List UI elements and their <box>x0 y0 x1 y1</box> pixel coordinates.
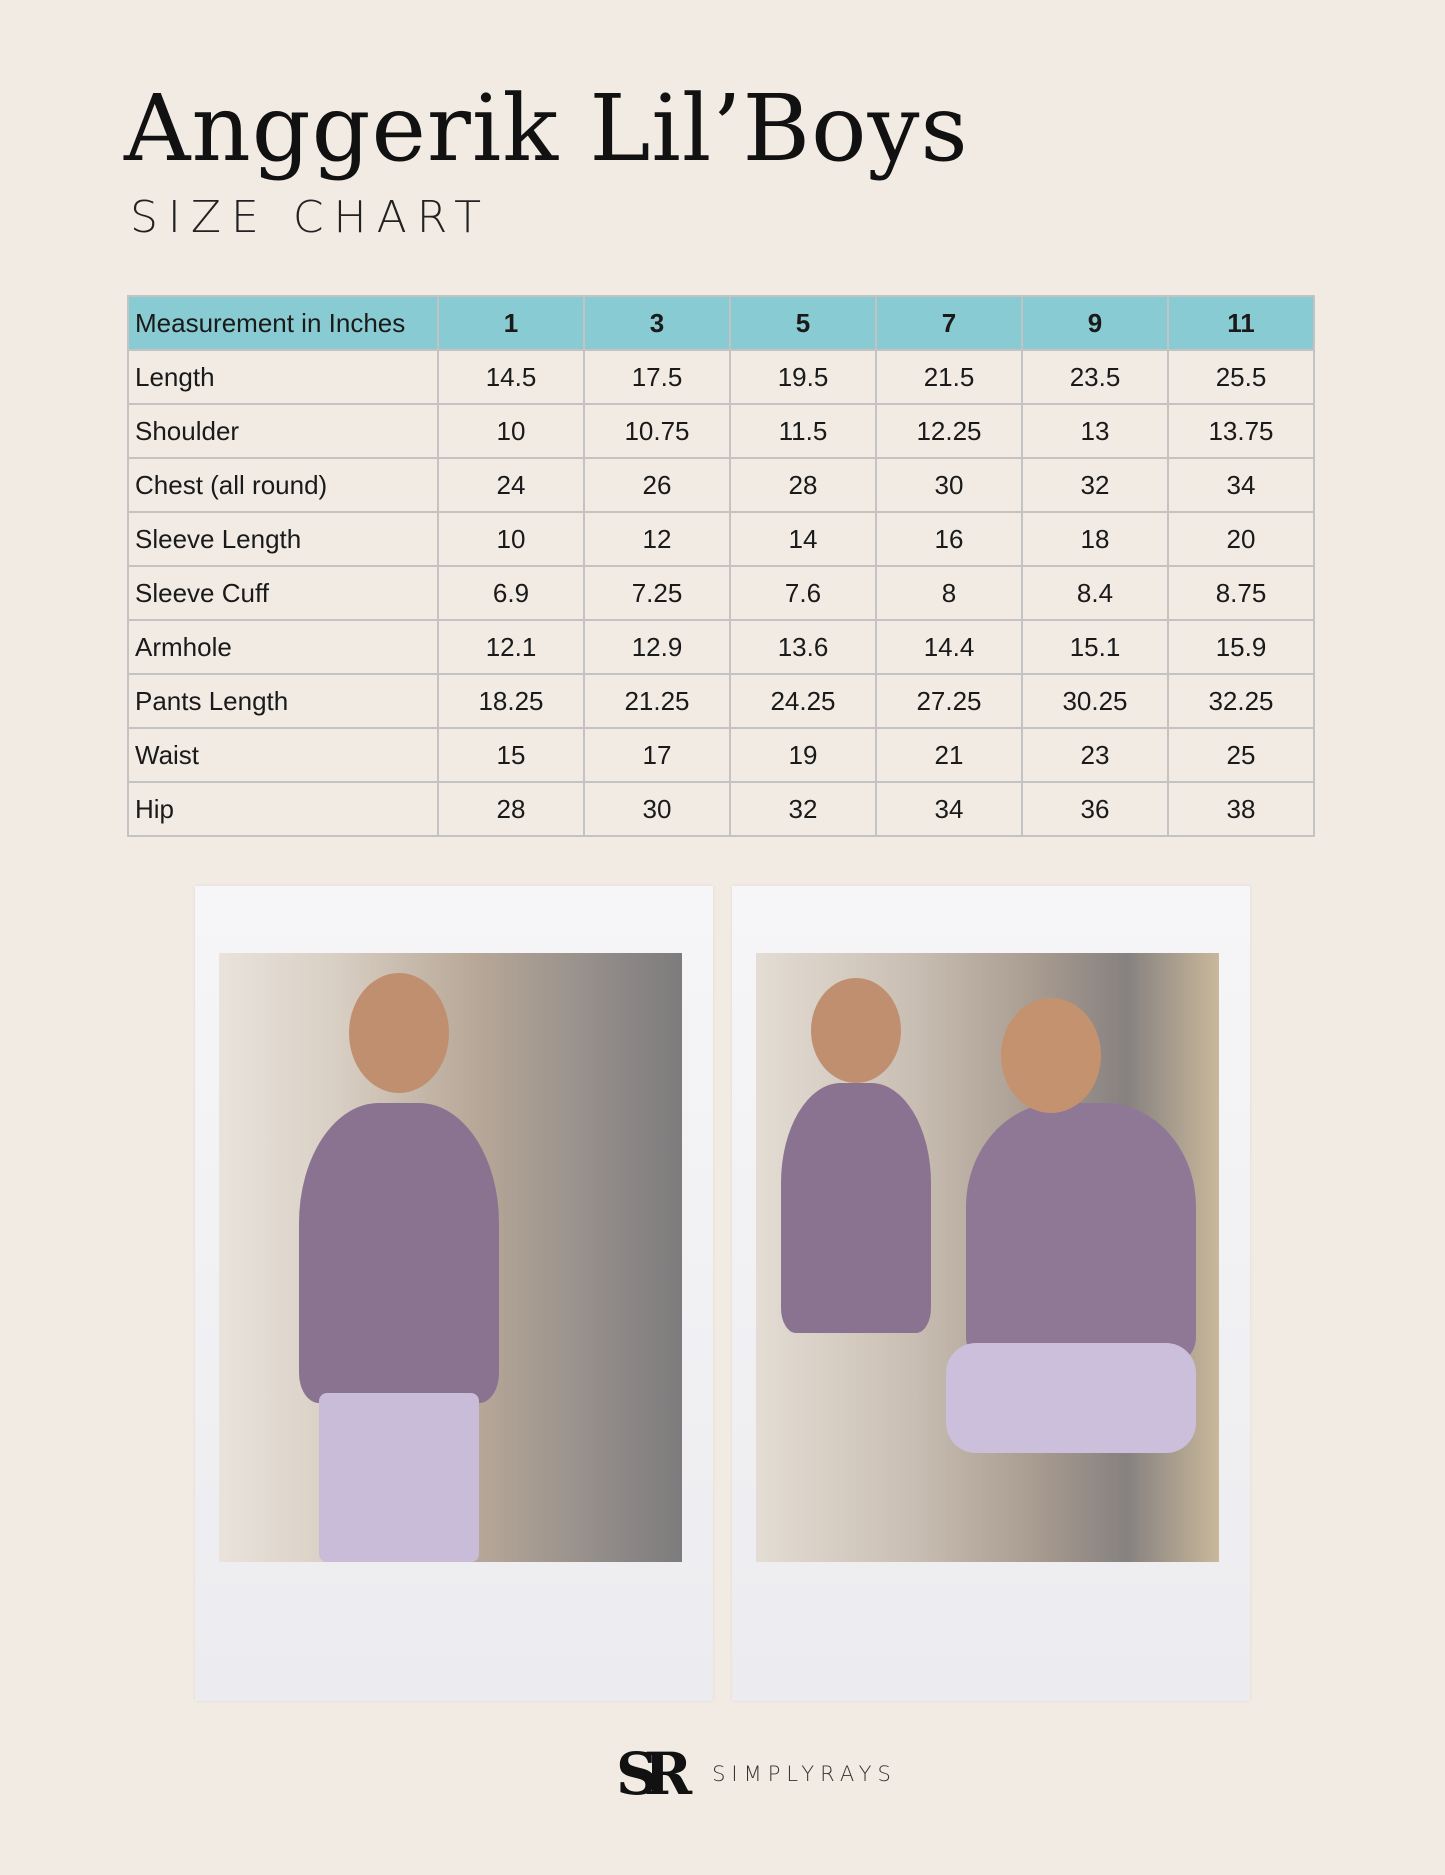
table-row: Sleeve Length 10 12 14 16 18 20 <box>127 511 1315 567</box>
row-label: Shoulder <box>127 403 439 459</box>
cell-value: 38 <box>1167 781 1315 837</box>
cell-value: 7.6 <box>729 565 877 621</box>
header-size: 5 <box>729 295 877 351</box>
header-size: 11 <box>1167 295 1315 351</box>
cell-value: 34 <box>875 781 1023 837</box>
table-row: Shoulder 10 10.75 11.5 12.25 13 13.75 <box>127 403 1315 459</box>
photo-boy-and-man <box>756 953 1219 1562</box>
cell-value: 32 <box>1021 457 1169 513</box>
cell-value: 17 <box>583 727 731 783</box>
brand-logo: SR SIMPLYRAYS <box>616 1740 897 1808</box>
header-size: 7 <box>875 295 1023 351</box>
cell-value: 30.25 <box>1021 673 1169 729</box>
table-row: Hip 28 30 32 34 36 38 <box>127 781 1315 837</box>
cell-value: 25 <box>1167 727 1315 783</box>
cell-value: 8.75 <box>1167 565 1315 621</box>
row-label: Hip <box>127 781 439 837</box>
cell-value: 16 <box>875 511 1023 567</box>
table-header-row: Measurement in Inches 1 3 5 7 9 11 <box>127 295 1315 351</box>
cell-value: 28 <box>437 781 585 837</box>
cell-value: 34 <box>1167 457 1315 513</box>
cell-value: 13.6 <box>729 619 877 675</box>
table-row: Waist 15 17 19 21 23 25 <box>127 727 1315 783</box>
row-label: Armhole <box>127 619 439 675</box>
row-label: Sleeve Length <box>127 511 439 567</box>
cell-value: 6.9 <box>437 565 585 621</box>
photo-boy-standing <box>219 953 682 1562</box>
header-size: 9 <box>1021 295 1169 351</box>
size-chart-table: Measurement in Inches 1 3 5 7 9 11 Length 14.5 1… <box>127 295 1315 837</box>
cell-value: 15.1 <box>1021 619 1169 675</box>
cell-value: 24.25 <box>729 673 877 729</box>
cell-value: 19.5 <box>729 349 877 405</box>
cell-value: 28 <box>729 457 877 513</box>
header-size: 3 <box>583 295 731 351</box>
row-label: Sleeve Cuff <box>127 565 439 621</box>
cell-value: 20 <box>1167 511 1315 567</box>
table-row: Armhole 12.1 12.9 13.6 14.4 15.1 15.9 <box>127 619 1315 675</box>
cell-value: 30 <box>875 457 1023 513</box>
photo-frame-left <box>195 886 713 1701</box>
logo-mark: SR <box>616 1740 692 1808</box>
page-subtitle: SIZE CHART <box>130 192 491 243</box>
cell-value: 13.75 <box>1167 403 1315 459</box>
cell-value: 23.5 <box>1021 349 1169 405</box>
row-label: Waist <box>127 727 439 783</box>
cell-value: 27.25 <box>875 673 1023 729</box>
cell-value: 15 <box>437 727 585 783</box>
table-row: Length 14.5 17.5 19.5 21.5 23.5 25.5 <box>127 349 1315 405</box>
cell-value: 18 <box>1021 511 1169 567</box>
cell-value: 10 <box>437 403 585 459</box>
cell-value: 12 <box>583 511 731 567</box>
cell-value: 8 <box>875 565 1023 621</box>
header-label: Measurement in Inches <box>127 295 439 351</box>
cell-value: 12.25 <box>875 403 1023 459</box>
cell-value: 13 <box>1021 403 1169 459</box>
cell-value: 21.25 <box>583 673 731 729</box>
cell-value: 36 <box>1021 781 1169 837</box>
page-title: Anggerik Lil’Boys <box>124 75 969 182</box>
cell-value: 14 <box>729 511 877 567</box>
cell-value: 12.9 <box>583 619 731 675</box>
header-size: 1 <box>437 295 585 351</box>
row-label: Pants Length <box>127 673 439 729</box>
cell-value: 12.1 <box>437 619 585 675</box>
cell-value: 19 <box>729 727 877 783</box>
cell-value: 11.5 <box>729 403 877 459</box>
cell-value: 10 <box>437 511 585 567</box>
cell-value: 21 <box>875 727 1023 783</box>
cell-value: 14.4 <box>875 619 1023 675</box>
logo-text: SIMPLYRAYS <box>712 1762 897 1786</box>
cell-value: 14.5 <box>437 349 585 405</box>
cell-value: 17.5 <box>583 349 731 405</box>
cell-value: 26 <box>583 457 731 513</box>
cell-value: 21.5 <box>875 349 1023 405</box>
photo-frame-right <box>732 886 1250 1701</box>
table-row: Pants Length 18.25 21.25 24.25 27.25 30.25 32.… <box>127 673 1315 729</box>
cell-value: 8.4 <box>1021 565 1169 621</box>
cell-value: 23 <box>1021 727 1169 783</box>
row-label: Chest (all round) <box>127 457 439 513</box>
cell-value: 32 <box>729 781 877 837</box>
table-row: Chest (all round) 24 26 28 30 32 34 <box>127 457 1315 513</box>
cell-value: 32.25 <box>1167 673 1315 729</box>
cell-value: 10.75 <box>583 403 731 459</box>
cell-value: 7.25 <box>583 565 731 621</box>
cell-value: 24 <box>437 457 585 513</box>
cell-value: 25.5 <box>1167 349 1315 405</box>
table-row: Sleeve Cuff 6.9 7.25 7.6 8 8.4 8.75 <box>127 565 1315 621</box>
cell-value: 30 <box>583 781 731 837</box>
row-label: Length <box>127 349 439 405</box>
cell-value: 15.9 <box>1167 619 1315 675</box>
cell-value: 18.25 <box>437 673 585 729</box>
